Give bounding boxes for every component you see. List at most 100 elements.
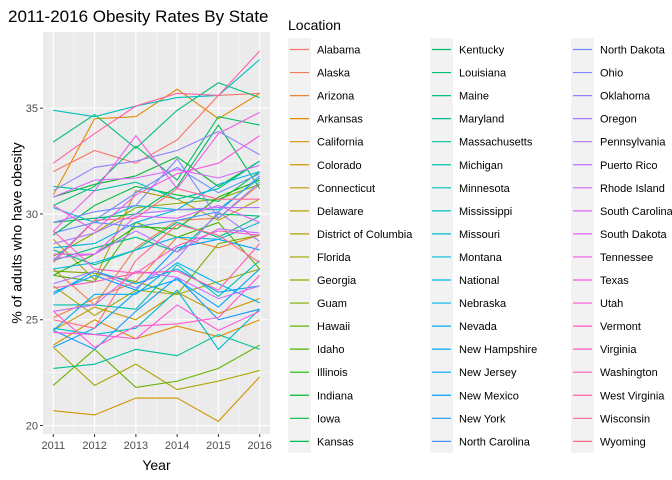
legend-label-hawaii: Hawaii xyxy=(317,321,350,333)
legend-label-kansas: Kansas xyxy=(317,436,354,448)
legend-label-louisiana: Louisiana xyxy=(459,68,507,80)
legend-label-oklahoma: Oklahoma xyxy=(600,91,651,103)
legend-label-florida: Florida xyxy=(317,252,352,264)
legend-label-idaho: Idaho xyxy=(317,344,345,356)
legend-label-tennessee: Tennessee xyxy=(600,252,653,264)
legend-label-maine: Maine xyxy=(459,91,489,103)
series-line-north-carolina xyxy=(53,175,261,234)
series-line-south-carolina xyxy=(53,164,260,198)
series-line-south-dakota xyxy=(53,204,260,255)
legend-title: Location xyxy=(288,17,341,33)
series-line-nevada xyxy=(52,261,260,331)
legend-label-district-of-columbia: District of Columbia xyxy=(317,229,413,241)
legend-label-maryland: Maryland xyxy=(459,114,504,126)
series-lines xyxy=(52,50,261,423)
series-line-national xyxy=(53,221,260,270)
x-tick-label: 2011 xyxy=(41,440,65,452)
legend-label-massachusetts: Massachusetts xyxy=(459,137,533,149)
series-line-wisconsin xyxy=(52,187,260,264)
legend-label-south-dakota: South Dakota xyxy=(600,229,668,241)
series-line-illinois xyxy=(53,179,260,276)
series-line-district-of-columbia xyxy=(52,346,260,391)
legend-label-alaska: Alaska xyxy=(317,68,351,80)
series-line-pennsylvania xyxy=(53,207,260,245)
series-line-rhode-island xyxy=(53,270,260,312)
series-line-oklahoma xyxy=(53,130,260,192)
series-line-colorado xyxy=(53,376,261,423)
y-tick-label: 20 xyxy=(26,421,38,433)
series-line-minnesota xyxy=(53,260,261,310)
legend-label-michigan: Michigan xyxy=(459,160,503,172)
series-line-new-jersey xyxy=(53,268,261,348)
series-line-ohio xyxy=(53,158,261,223)
x-tick-label: 2012 xyxy=(82,440,106,452)
series-line-hawaii xyxy=(52,344,260,389)
legend-label-nebraska: Nebraska xyxy=(459,298,507,310)
series-line-florida xyxy=(52,268,260,317)
legend-label-minnesota: Minnesota xyxy=(459,183,511,195)
legend-label-virginia: Virginia xyxy=(600,344,637,356)
series-line-puerto-rico xyxy=(53,228,260,259)
legend-label-missouri: Missouri xyxy=(459,229,500,241)
axes: 20 25 30 35 2011 2012 2013 2014 2015 2016 xyxy=(26,103,272,452)
series-line-maine xyxy=(53,213,260,262)
chart-title: 2011-2016 Obesity Rates By State xyxy=(8,7,269,26)
legend-label-alabama: Alabama xyxy=(317,45,361,57)
legend-label-north-carolina: North Carolina xyxy=(459,436,531,448)
legend-label-new-hampshire: New Hampshire xyxy=(459,344,537,356)
legend-label-illinois: Illinois xyxy=(317,367,348,379)
legend-label-south-carolina: South Carolina xyxy=(600,206,672,218)
legend-label-nevada: Nevada xyxy=(459,321,498,333)
legend-label-washington: Washington xyxy=(600,367,658,379)
legend-label-national: National xyxy=(459,275,499,287)
y-tick-label: 25 xyxy=(26,315,38,327)
series-line-tennessee xyxy=(52,111,260,232)
legend-label-indiana: Indiana xyxy=(317,390,354,402)
y-tick-label: 30 xyxy=(26,209,38,221)
x-axis-title: Year xyxy=(142,457,171,473)
legend-label-pennsylvania: Pennsylvania xyxy=(600,137,666,149)
legend-label-iowa: Iowa xyxy=(317,413,341,425)
series-line-california xyxy=(53,319,260,346)
series-line-new-york xyxy=(53,276,260,351)
legend-label-wyoming: Wyoming xyxy=(600,436,646,448)
legend-label-arkansas: Arkansas xyxy=(317,114,363,126)
legend-label-rhode-island: Rhode Island xyxy=(600,183,665,195)
series-line-missouri xyxy=(53,177,261,224)
legend-label-mississippi: Mississippi xyxy=(459,206,512,218)
series-line-west-virginia xyxy=(52,50,261,164)
legend-label-arizona: Arizona xyxy=(317,91,355,103)
series-line-vermont xyxy=(52,274,261,348)
series-line-wyoming xyxy=(53,223,260,329)
series-line-new-mexico xyxy=(53,238,260,293)
legend-label-california: California xyxy=(317,137,364,149)
series-line-mississippi xyxy=(53,59,261,118)
legend-label-georgia: Georgia xyxy=(317,275,357,287)
legend-label-utah: Utah xyxy=(600,298,623,310)
x-tick-label: 2013 xyxy=(124,440,148,452)
legend-label-kentucky: Kentucky xyxy=(459,45,505,57)
legend-label-ohio: Ohio xyxy=(600,68,623,80)
legend-label-puerto-rico: Puerto Rico xyxy=(600,160,657,172)
legend-label-west-virginia: West Virginia xyxy=(600,390,665,402)
series-line-washington xyxy=(53,243,261,291)
legend-label-delaware: Delaware xyxy=(317,206,363,218)
series-line-alabama xyxy=(53,92,260,173)
legend-label-wisconsin: Wisconsin xyxy=(600,413,650,425)
legend-label-texas: Texas xyxy=(600,275,629,287)
y-axis-title: % of adults who have obesity xyxy=(9,142,25,323)
series-line-idaho xyxy=(53,221,261,283)
legend-label-oregon: Oregon xyxy=(600,114,637,126)
x-tick-label: 2015 xyxy=(206,440,230,452)
legend-label-new-mexico: New Mexico xyxy=(459,390,519,402)
legend-label-connecticut: Connecticut xyxy=(317,183,375,195)
legend-label-new-york: New York xyxy=(459,413,506,425)
y-tick-label: 35 xyxy=(26,103,38,115)
series-line-virginia xyxy=(52,230,260,274)
series-line-michigan xyxy=(53,160,260,200)
series-line-oregon xyxy=(53,211,261,289)
series-line-arkansas xyxy=(52,88,260,196)
series-line-new-hampshire xyxy=(53,268,260,295)
legend-label-montana: Montana xyxy=(459,252,503,264)
legend: Alabama Alaska Arizona Arkansas California Co… xyxy=(288,38,672,453)
